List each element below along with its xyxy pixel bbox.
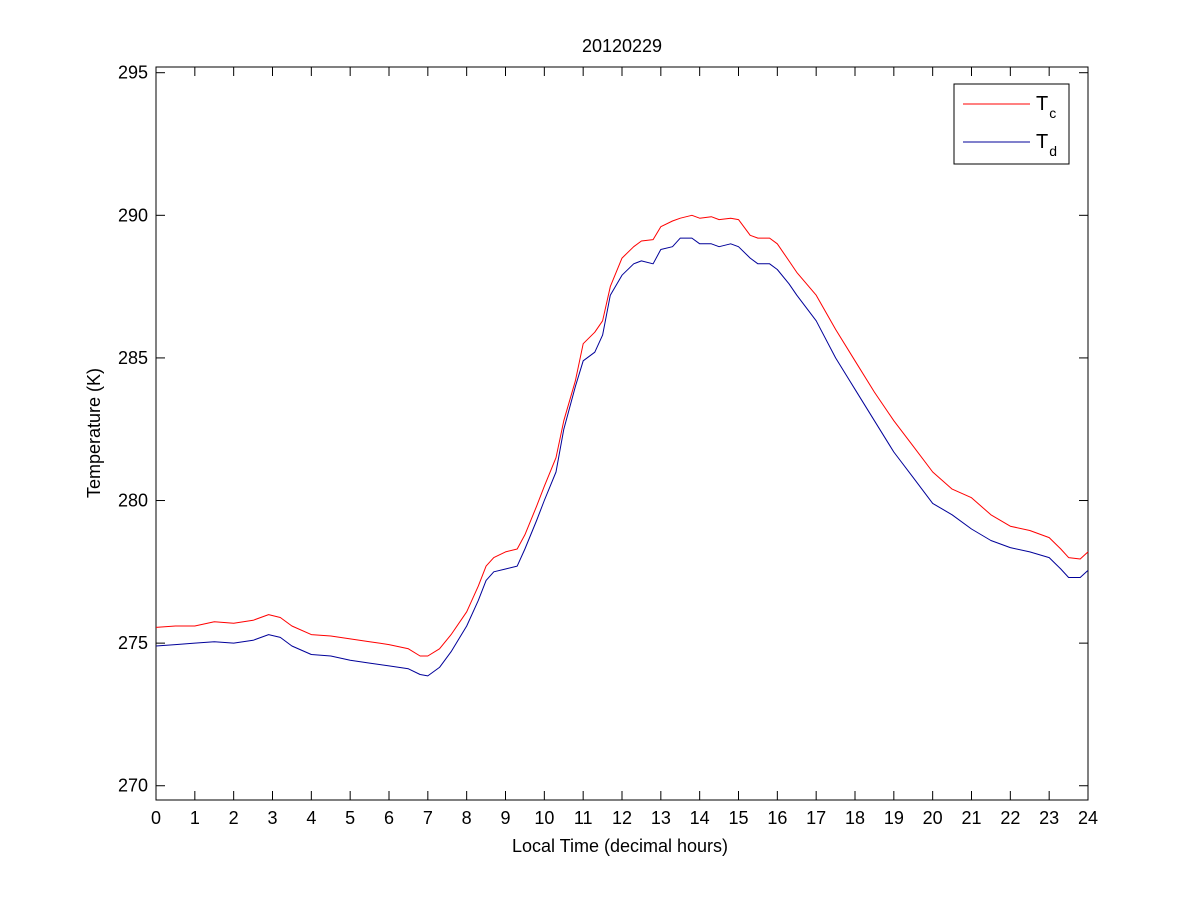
x-tick-label: 15 [728,808,748,828]
x-tick-label: 9 [500,808,510,828]
x-tick-label: 13 [651,808,671,828]
y-tick-label: 295 [118,63,148,83]
x-tick-label: 24 [1078,808,1098,828]
x-tick-label: 8 [462,808,472,828]
x-tick-label: 22 [1000,808,1020,828]
x-tick-label: 1 [190,808,200,828]
y-ticks: 270 275 280 285 290 295 [118,63,1088,796]
chart-title: 20120229 [582,36,662,56]
series-line-tc [155,214,1089,657]
x-tick-label: 21 [961,808,981,828]
x-tick-label: 6 [384,808,394,828]
legend: Tc Td [953,83,1070,165]
x-ticks: 0 1 2 3 4 5 6 7 8 9 10 11 12 13 14 15 16 17 18 19 20 21 22 23 24 [151,67,1098,828]
legend-label-tc: Tc [1036,93,1056,121]
y-tick-label: 280 [118,491,148,511]
x-tick-label: 11 [574,808,593,828]
x-tick-label: 10 [534,808,554,828]
y-tick-label: 275 [118,633,148,653]
legend-label-td: Td [1036,131,1057,159]
x-tick-label: 7 [423,808,433,828]
x-tick-label: 12 [612,808,632,828]
x-axis-label: Local Time (decimal hours) [512,836,728,856]
y-axis-label: Temperature (K) [84,368,104,498]
legend-box [953,83,1070,165]
y-tick-label: 270 [118,776,148,796]
series-layer [155,214,1089,677]
y-tick-label: 285 [118,348,148,368]
x-tick-label: 20 [923,808,943,828]
x-tick-label: 0 [151,808,161,828]
plot-area [155,66,1089,801]
x-tick-label: 23 [1039,808,1059,828]
x-tick-label: 19 [884,808,904,828]
x-tick-label: 2 [229,808,239,828]
x-tick-label: 14 [690,808,710,828]
x-tick-label: 5 [345,808,355,828]
x-tick-label: 4 [306,808,316,828]
series-line-td [155,237,1089,677]
y-tick-label: 290 [118,205,148,225]
x-tick-label: 3 [267,808,277,828]
x-tick-label: 18 [845,808,865,828]
x-tick-label: 16 [767,808,787,828]
x-tick-label: 17 [806,808,826,828]
